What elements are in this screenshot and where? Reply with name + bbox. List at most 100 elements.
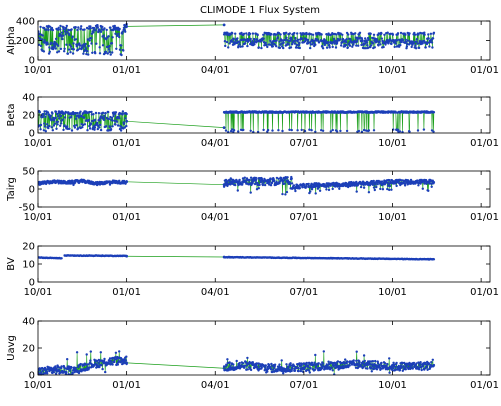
data-point — [251, 40, 254, 43]
data-point — [90, 122, 93, 126]
data-point — [94, 118, 97, 122]
data-point — [343, 361, 347, 364]
data-point — [64, 26, 68, 30]
data-point — [280, 359, 283, 362]
data-point — [265, 43, 268, 47]
data-point — [102, 34, 105, 37]
data-point — [60, 31, 64, 34]
data-point — [396, 128, 400, 131]
data-point — [68, 369, 72, 372]
data-point — [121, 30, 124, 33]
data-point — [266, 370, 269, 373]
data-point — [71, 179, 74, 183]
data-point — [48, 124, 51, 128]
data-point — [277, 129, 280, 132]
data-point — [225, 364, 228, 367]
data-point — [381, 180, 384, 183]
data-point — [345, 129, 349, 133]
data-point — [295, 43, 299, 47]
data-point — [72, 42, 75, 45]
data-point — [256, 365, 259, 369]
y-axis-label: Alpha — [6, 26, 17, 54]
data-point — [107, 110, 110, 114]
data-point — [47, 126, 50, 130]
data-point — [317, 185, 321, 189]
data-point — [363, 128, 366, 132]
data-point — [284, 193, 287, 196]
data-point — [87, 44, 90, 48]
data-point — [290, 128, 293, 132]
data-point — [88, 39, 91, 42]
data-point — [422, 39, 426, 43]
data-point — [65, 24, 69, 28]
data-point — [54, 365, 57, 368]
data-point — [81, 46, 84, 49]
data-point — [90, 37, 93, 40]
data-point — [287, 368, 291, 371]
data-point — [285, 31, 288, 34]
data-point — [331, 32, 335, 36]
data-point — [399, 43, 402, 47]
data-point — [300, 128, 303, 132]
data-point — [335, 130, 339, 133]
data-point — [395, 184, 398, 188]
data-point — [354, 32, 357, 35]
data-point — [118, 27, 121, 31]
x-tick-label: 04/01 — [201, 65, 230, 76]
data-point — [400, 40, 403, 44]
x-tick-label: 01/01 — [112, 138, 141, 149]
data-point — [336, 360, 340, 363]
data-point — [43, 122, 46, 125]
data-point — [59, 111, 62, 115]
data-point — [394, 365, 397, 369]
series-segment-3-markers — [222, 31, 436, 50]
data-point — [416, 179, 419, 182]
data-point — [283, 182, 286, 185]
data-point — [102, 116, 105, 120]
data-point — [105, 38, 108, 41]
data-point — [331, 128, 334, 132]
data-point — [327, 188, 331, 192]
data-point — [288, 128, 291, 131]
x-tick-label: 01/01 — [470, 138, 499, 149]
data-point — [289, 46, 293, 49]
data-point — [257, 46, 260, 49]
data-point — [66, 30, 69, 34]
data-point — [344, 358, 347, 361]
data-point — [432, 111, 436, 114]
data-point — [423, 182, 426, 185]
data-point — [122, 49, 125, 52]
data-point — [364, 47, 368, 50]
data-point — [276, 36, 279, 39]
y-tick-label: 0 — [29, 185, 35, 196]
data-point — [314, 353, 317, 357]
data-point — [414, 47, 418, 50]
data-point — [91, 51, 94, 54]
data-point — [74, 181, 77, 184]
data-point — [273, 366, 276, 370]
data-point — [108, 183, 112, 186]
data-point — [328, 46, 331, 49]
data-point — [83, 116, 86, 119]
data-point — [279, 33, 282, 36]
series-segment-1-markers — [38, 350, 128, 375]
data-point — [415, 40, 418, 43]
data-point — [85, 26, 89, 30]
data-point — [125, 119, 129, 123]
data-point — [41, 115, 44, 119]
data-point — [105, 125, 108, 128]
data-point — [312, 41, 316, 44]
data-point — [66, 358, 69, 361]
data-point — [39, 25, 42, 29]
data-point — [281, 192, 284, 196]
data-point — [406, 39, 410, 42]
data-point — [290, 38, 293, 41]
data-point — [70, 28, 73, 31]
x-tick-label: 10/01 — [24, 138, 53, 149]
data-point — [75, 111, 79, 115]
data-point — [62, 50, 66, 53]
data-point — [92, 31, 95, 34]
data-point — [253, 38, 256, 41]
data-point — [44, 28, 48, 31]
data-point — [255, 38, 259, 41]
